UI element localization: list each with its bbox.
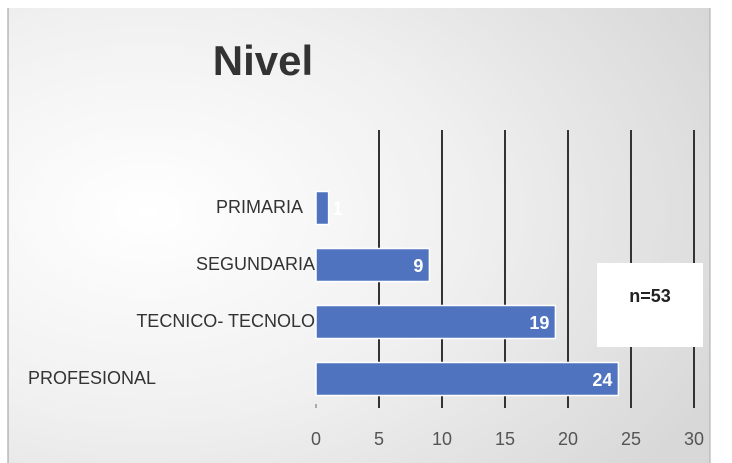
bar (315, 247, 431, 283)
bar (315, 190, 330, 226)
x-tick-label: 30 (684, 429, 704, 449)
value-label: 19 (529, 313, 549, 333)
bar (315, 361, 620, 397)
y-tick-label: SEGUNDARIA (196, 254, 315, 274)
x-tick-label: 0 (311, 429, 321, 449)
x-tick-label: 20 (558, 429, 578, 449)
y-tick-label: TECNICO- TECNOLOGO (136, 311, 343, 331)
bar (315, 304, 557, 340)
bars: PRIMARIA 1 SEGUNDARIA 9 TECNICO- TECNOLOGO 19… (28, 190, 620, 397)
value-label: 24 (592, 370, 612, 390)
value-label: 1 (333, 199, 343, 219)
annotation: n=53 (629, 286, 671, 306)
annotation-box (597, 263, 703, 347)
y-tick-label: PROFESIONAL (28, 368, 156, 388)
x-tick-label: 10 (432, 429, 452, 449)
chart-title: Nivel (213, 37, 313, 84)
value-label: 9 (413, 256, 423, 276)
x-tick-label: 15 (495, 429, 515, 449)
x-tick-label: 25 (621, 429, 641, 449)
y-tick-label: PRIMARIA (216, 197, 303, 217)
x-tick-label: 5 (374, 429, 384, 449)
